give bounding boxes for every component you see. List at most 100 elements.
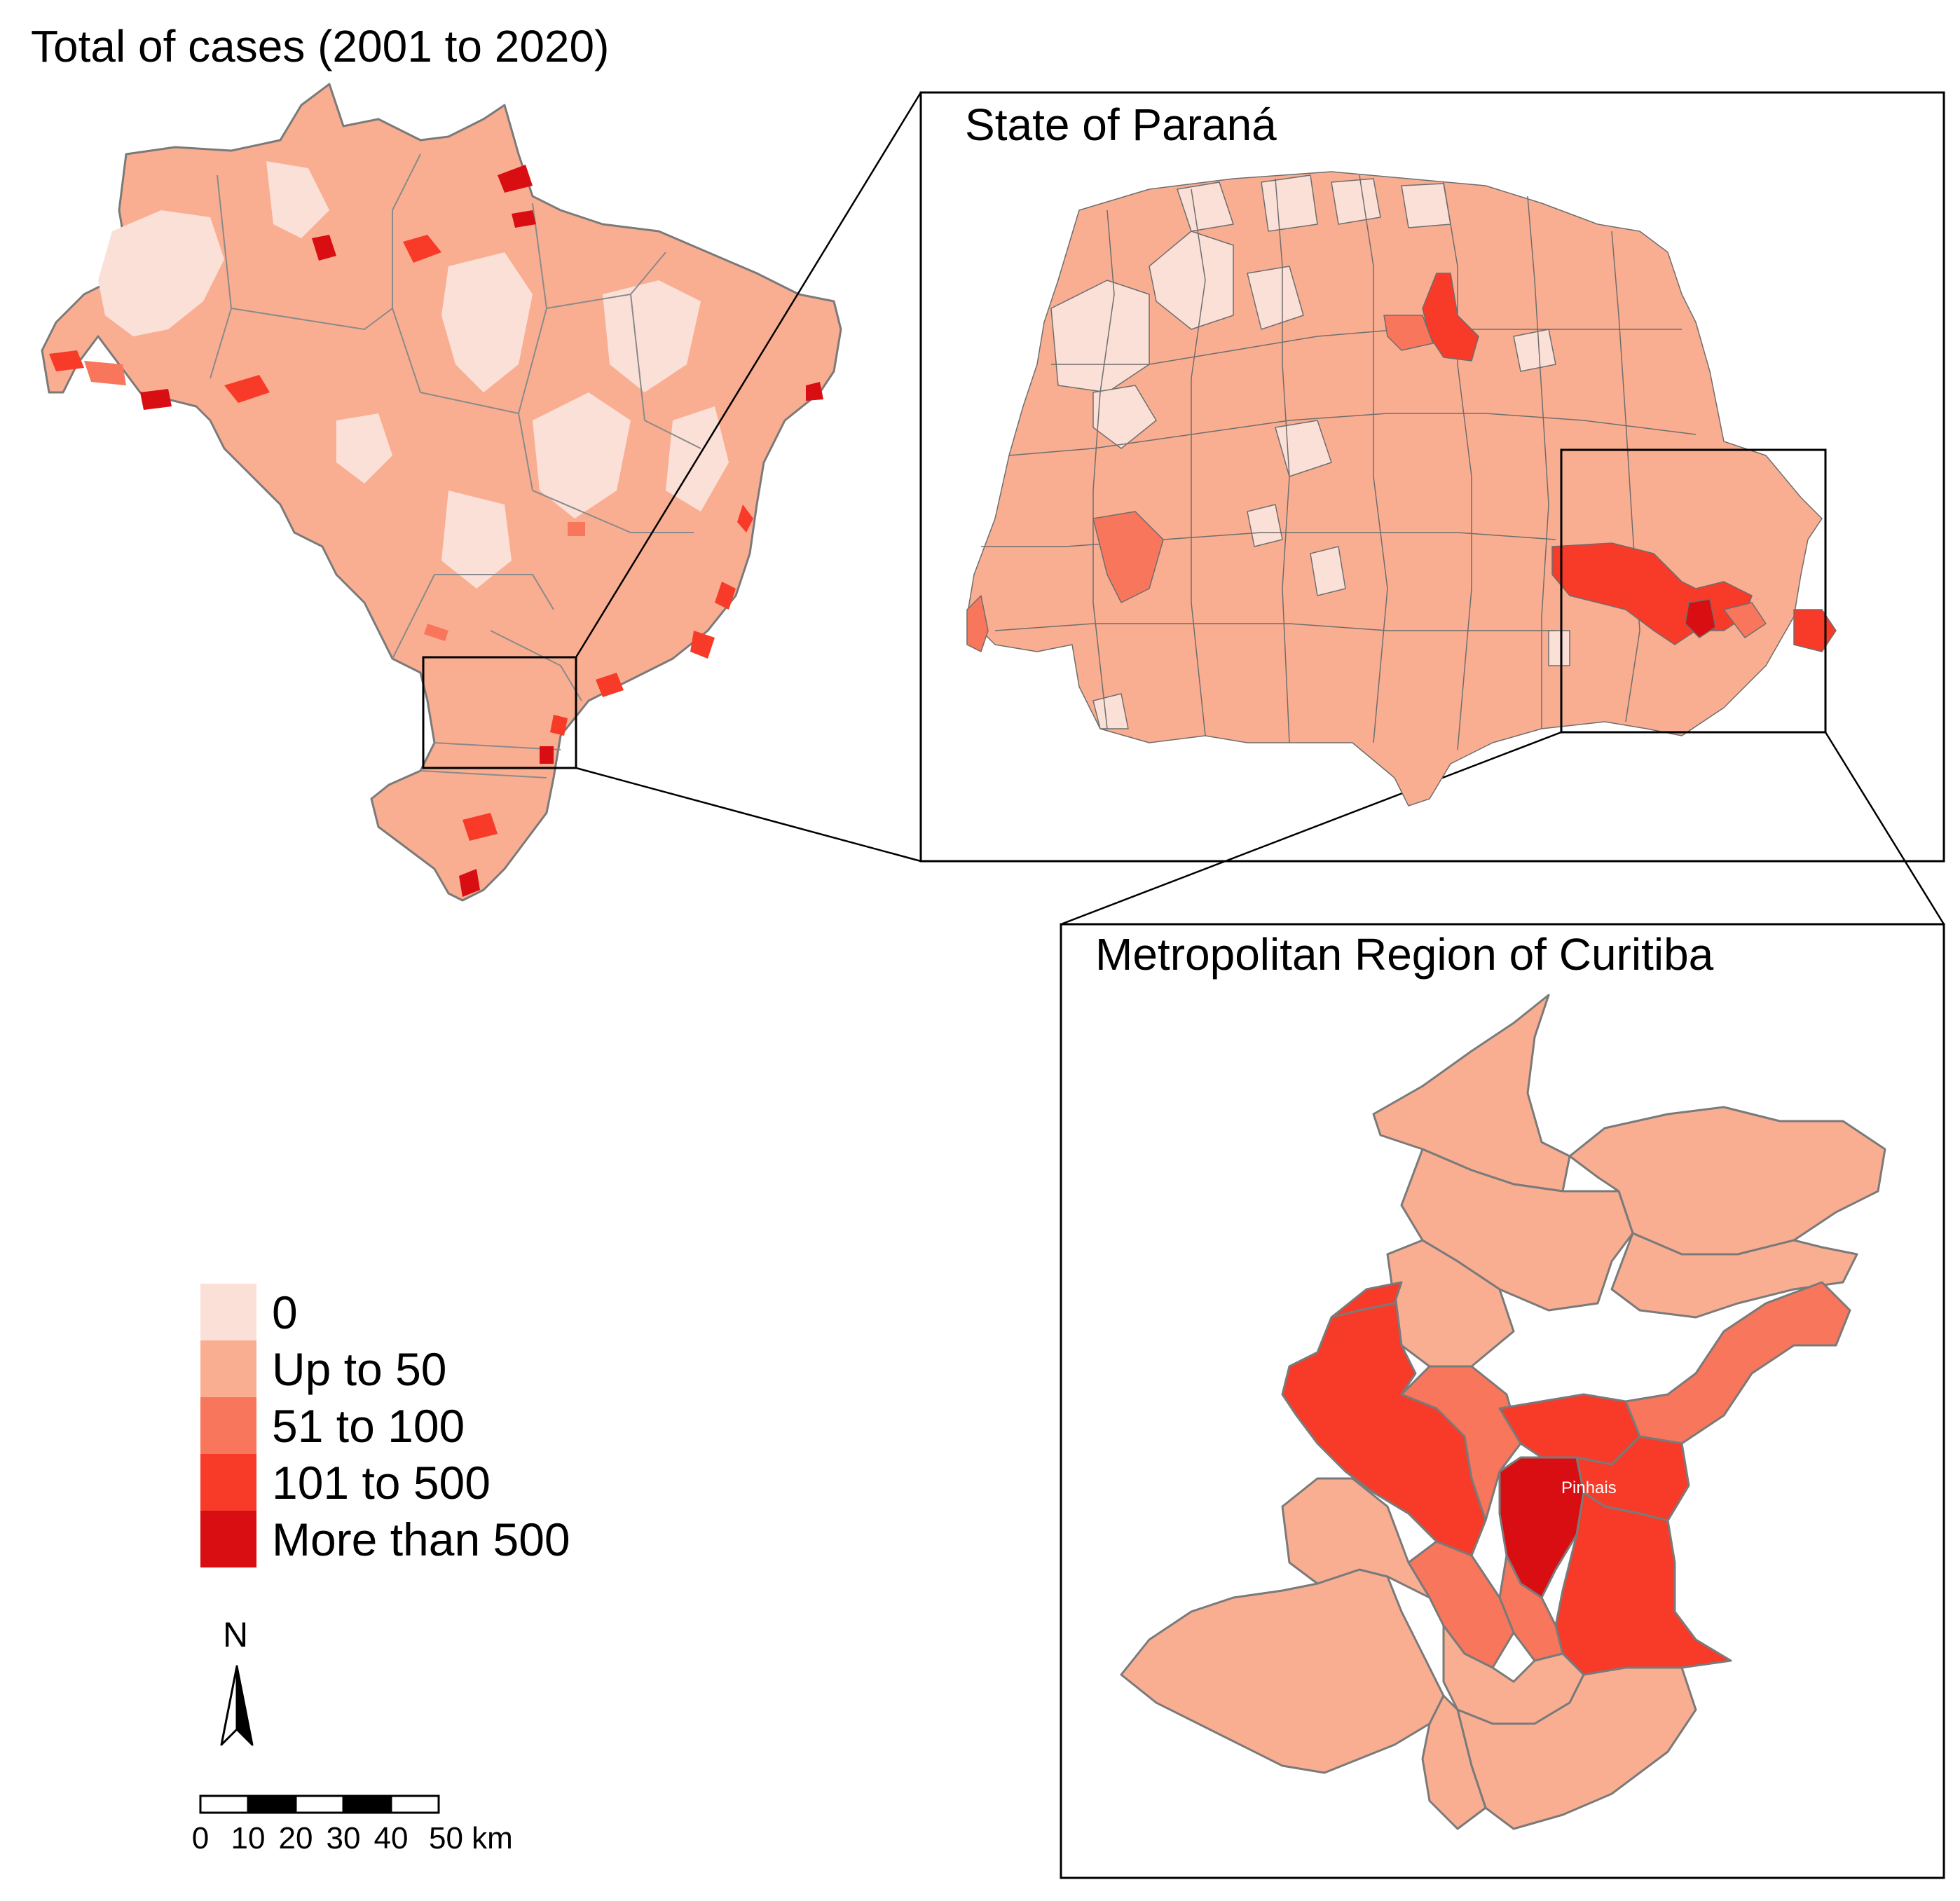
brazil-outline — [41, 83, 842, 902]
parana-zero-area — [1275, 420, 1332, 477]
brazil-state-borders — [210, 153, 701, 778]
legend-swatch — [200, 1397, 256, 1454]
municipality — [1610, 1232, 1858, 1319]
curitiba-inset-title: Metropolitan Region of Curitiba — [1095, 929, 1714, 980]
parana-hotspot — [1723, 602, 1767, 638]
parana-zero-area — [1092, 693, 1129, 729]
parana-inset-title: State of Paraná — [965, 99, 1277, 150]
municipality — [1407, 1540, 1515, 1669]
municipality — [1456, 1666, 1697, 1830]
brazil-zero-area — [266, 161, 329, 238]
municipality — [1554, 1491, 1732, 1676]
scale-tick-label: 0 — [192, 1821, 209, 1855]
parana-inset: State of Paraná — [919, 91, 1945, 863]
brazil-zero-area — [336, 413, 392, 483]
municipality — [1421, 1694, 1487, 1830]
legend-label: More than 500 — [272, 1514, 570, 1565]
brazil-hotspot — [550, 715, 568, 736]
parana-hotspot — [966, 595, 989, 652]
brazil-hotspot — [403, 235, 441, 263]
legend-swatch — [200, 1284, 256, 1340]
leader-line — [575, 92, 922, 658]
scale-segment — [342, 1794, 392, 1814]
leader-line — [1824, 732, 1945, 925]
brazil-zero-area — [603, 280, 701, 392]
map-title: Total of cases (2001 to 2020) — [31, 21, 609, 71]
brazil-hotspot — [512, 210, 536, 228]
scale-segment — [199, 1794, 249, 1814]
parana-zero-area — [1310, 546, 1346, 596]
scale-bar: 0 10 20 30 40 50 km — [192, 1794, 513, 1855]
brazil-hotspot — [690, 631, 715, 659]
municipality — [1120, 1568, 1445, 1774]
municipality-curitiba — [1498, 1456, 1585, 1599]
parana-zero-area — [1548, 630, 1570, 666]
scale-tick-label: 50 km — [429, 1821, 513, 1855]
scale-segment — [294, 1794, 345, 1814]
place-label-pinhais: Pinhais — [1561, 1478, 1617, 1497]
curitiba-inset-frame — [1060, 923, 1945, 1879]
brazil-zero-area — [441, 490, 512, 589]
parana-hotspot — [1793, 609, 1837, 652]
brazil-hotspot — [312, 235, 336, 261]
brazil-hotspot — [462, 813, 498, 841]
municipality — [1498, 1393, 1641, 1466]
brazil-zero-area — [533, 392, 631, 519]
scale-tick-label: 30 — [327, 1821, 361, 1855]
scale-segment — [390, 1794, 440, 1814]
parana-zero-area — [1401, 183, 1451, 228]
municipality — [1330, 1281, 1403, 1319]
parana-zero-area — [1247, 266, 1304, 330]
brazil-hotspot — [540, 746, 554, 764]
legend-label: 51 to 100 — [272, 1400, 465, 1452]
municipality — [1372, 994, 1571, 1193]
legend-label: 0 — [272, 1286, 298, 1338]
north-label: N — [223, 1615, 248, 1654]
parana-hotspot — [1383, 315, 1434, 351]
parana-hotspot — [1685, 598, 1716, 638]
brazil-hotspot — [715, 582, 736, 610]
scale-tick-label: 40 — [374, 1821, 409, 1855]
brazil-hotspot — [140, 389, 172, 410]
leader-line — [1060, 731, 1562, 926]
brazil-hotspot — [224, 375, 270, 403]
parana-hotspot — [1092, 511, 1164, 603]
legend-label: Up to 50 — [272, 1343, 447, 1395]
parana-zero-area — [1331, 178, 1381, 225]
legend-swatch — [200, 1340, 256, 1397]
brazil-hotspot — [806, 382, 823, 401]
parana-municipal-borders — [981, 174, 1697, 750]
scale-tick-label: 10 — [231, 1821, 266, 1855]
scale-segment — [247, 1794, 297, 1814]
parana-zero-area — [1177, 181, 1234, 232]
parana-locator-box — [422, 656, 577, 769]
legend-label: 101 to 500 — [272, 1457, 491, 1509]
legend-swatch — [200, 1511, 256, 1567]
brazil-hotspot — [498, 165, 533, 193]
brazil-hotspot — [459, 869, 480, 897]
parana-zero-area — [1247, 504, 1283, 547]
brazil-zero-area — [441, 252, 533, 392]
municipality — [1624, 1281, 1851, 1445]
leader-line — [575, 767, 921, 863]
municipality — [1281, 1477, 1431, 1599]
brazil-map — [41, 83, 842, 902]
brazil-hotspot — [424, 624, 448, 641]
legend-swatch — [200, 1454, 256, 1511]
brazil-hotspot — [596, 673, 624, 697]
north-arrow-icon — [220, 1665, 254, 1746]
brazil-hotspot — [49, 350, 84, 371]
brazil-zero-area — [98, 210, 224, 336]
parana-hotspot — [1422, 273, 1479, 362]
parana-zero-area — [1261, 174, 1318, 232]
brazil-hotspot — [84, 361, 126, 385]
curitiba-inset: Metropolitan Region of Curitiba — [1060, 923, 1945, 1879]
parana-inset-frame — [919, 91, 1945, 863]
parana-zero-area — [1092, 385, 1157, 449]
curitiba-locator-box — [1560, 448, 1827, 734]
north-arrow: N — [220, 1615, 254, 1746]
scale-tick-labels: 0 10 20 30 40 50 km — [192, 1821, 513, 1855]
parana-zero-area — [1513, 329, 1556, 372]
